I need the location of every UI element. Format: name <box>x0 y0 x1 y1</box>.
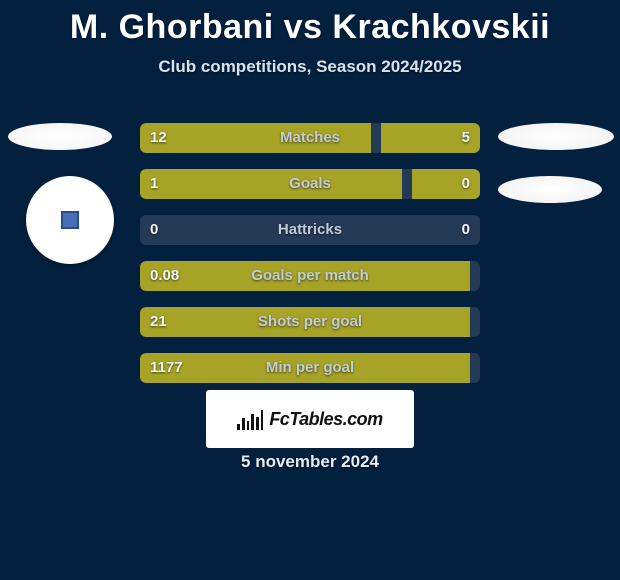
player-left-club-icon <box>26 176 114 264</box>
bar-left <box>140 261 470 291</box>
stat-row: 0.08Goals per match <box>140 261 480 291</box>
value-left: 21 <box>150 307 167 337</box>
bar-left <box>140 169 402 199</box>
value-left: 12 <box>150 123 167 153</box>
date-label: 5 november 2024 <box>0 452 620 472</box>
bar-left <box>140 307 470 337</box>
stat-row: 0 0Hattricks <box>140 215 480 245</box>
club-crest-icon <box>61 211 79 229</box>
stat-label: Hattricks <box>140 215 480 245</box>
value-right: 5 <box>462 123 470 153</box>
value-left: 0 <box>150 215 158 245</box>
stat-row: 125Matches <box>140 123 480 153</box>
player-right-club-icon <box>498 176 602 203</box>
value-left: 0.08 <box>150 261 179 291</box>
stat-row: 21Shots per goal <box>140 307 480 337</box>
bar-left <box>140 123 371 153</box>
value-left: 1 <box>150 169 158 199</box>
page-title: M. Ghorbani vs Krachkovskii <box>0 0 620 47</box>
stat-row: 1177Min per goal <box>140 353 480 383</box>
player-left-flag-icon <box>8 123 112 150</box>
comparison-chart: 125Matches10Goals00Hattricks0.08Goals pe… <box>140 123 480 399</box>
page-subtitle: Club competitions, Season 2024/2025 <box>0 57 620 77</box>
value-left: 1177 <box>150 353 183 383</box>
value-right: 0 <box>462 169 470 199</box>
stat-row: 10Goals <box>140 169 480 199</box>
value-right: 0 <box>462 215 470 245</box>
logo-text: FcTables.com <box>269 409 382 430</box>
logo: FcTables.com <box>206 390 414 448</box>
player-right-flag-icon <box>498 123 614 150</box>
bar-left <box>140 353 470 383</box>
logo-bars-icon <box>237 408 263 430</box>
